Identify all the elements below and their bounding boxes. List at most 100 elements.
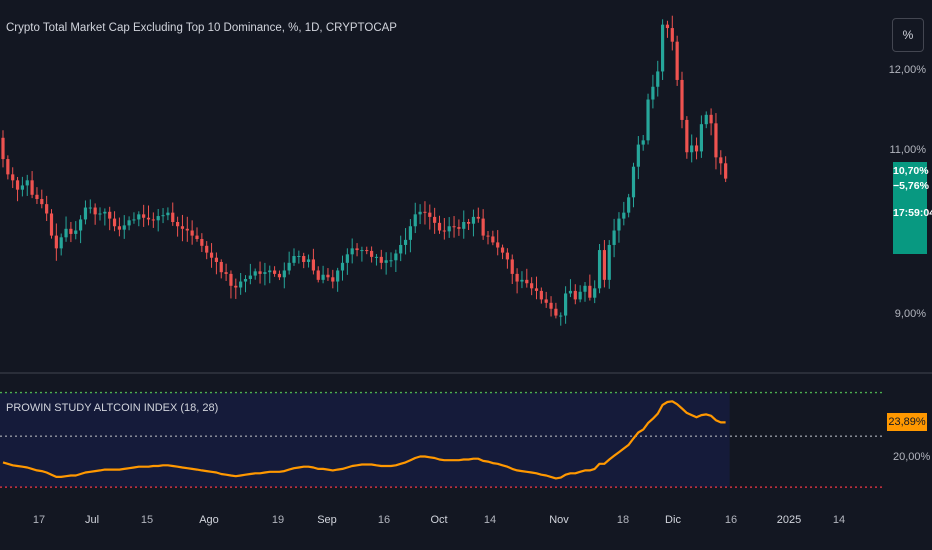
- candle-body[interactable]: [661, 24, 665, 72]
- candle-body[interactable]: [631, 166, 636, 198]
- candle-body[interactable]: [573, 290, 577, 300]
- candle-body[interactable]: [336, 270, 340, 282]
- candle-body[interactable]: [685, 119, 689, 153]
- candle-body[interactable]: [108, 211, 112, 219]
- candle-body[interactable]: [93, 207, 97, 215]
- candle-body[interactable]: [30, 180, 34, 195]
- candle-body[interactable]: [714, 123, 718, 158]
- candle-body[interactable]: [636, 144, 640, 167]
- candle-body[interactable]: [476, 216, 480, 219]
- candle-body[interactable]: [370, 250, 374, 257]
- candle-body[interactable]: [694, 145, 699, 152]
- candle-body[interactable]: [151, 219, 155, 221]
- candle-body[interactable]: [263, 272, 267, 274]
- candle-body[interactable]: [534, 288, 539, 291]
- candle-body[interactable]: [321, 274, 325, 280]
- candle-body[interactable]: [156, 216, 160, 221]
- candle-body[interactable]: [549, 302, 553, 309]
- candle-body[interactable]: [588, 285, 592, 298]
- candle-body[interactable]: [656, 71, 660, 87]
- candle-body[interactable]: [253, 271, 257, 276]
- candle-body[interactable]: [292, 256, 296, 263]
- candle-body[interactable]: [709, 114, 713, 124]
- candle-body[interactable]: [112, 218, 117, 227]
- symbol-title[interactable]: Crypto Total Market Cap Excluding Top 10…: [6, 22, 397, 34]
- candle-body[interactable]: [54, 235, 58, 249]
- candle-body[interactable]: [646, 99, 650, 141]
- indicator-title[interactable]: PROWIN STUDY ALTCOIN INDEX (18, 28): [6, 402, 219, 414]
- candle-body[interactable]: [471, 216, 476, 224]
- candle-body[interactable]: [176, 222, 180, 227]
- candle-body[interactable]: [651, 86, 655, 100]
- candle-body[interactable]: [554, 308, 558, 316]
- candle-body[interactable]: [229, 273, 233, 286]
- candle-body[interactable]: [345, 254, 349, 263]
- percent-scale-button[interactable]: %: [892, 18, 924, 52]
- candle-body[interactable]: [127, 220, 131, 226]
- indicator-chart[interactable]: [0, 378, 885, 498]
- candle-body[interactable]: [399, 244, 403, 254]
- indicator-line[interactable]: [2, 400, 726, 480]
- time-axis[interactable]: 17 Jul 15 Ago 19 Sep 16 Oct 14 Nov 18 Di…: [0, 506, 885, 536]
- candle-body[interactable]: [627, 197, 631, 213]
- candle-body[interactable]: [83, 207, 88, 220]
- candle-body[interactable]: [452, 226, 456, 228]
- candle-body[interactable]: [185, 228, 189, 231]
- candle-body[interactable]: [214, 257, 218, 262]
- candle-body[interactable]: [413, 214, 417, 227]
- candle-body[interactable]: [360, 250, 364, 252]
- candle-body[interactable]: [403, 239, 408, 245]
- candle-body[interactable]: [146, 217, 151, 220]
- candle-body[interactable]: [69, 228, 73, 234]
- candle-body[interactable]: [15, 180, 20, 190]
- candle-body[interactable]: [442, 230, 446, 232]
- candle-body[interactable]: [525, 279, 529, 284]
- candle-body[interactable]: [282, 270, 286, 278]
- price-chart-pane[interactable]: [0, 0, 885, 370]
- candle-body[interactable]: [74, 230, 78, 234]
- candle-body[interactable]: [103, 211, 107, 214]
- indicator-pane[interactable]: [0, 378, 885, 498]
- candle-body[interactable]: [539, 290, 543, 300]
- candle-body[interactable]: [1, 137, 5, 160]
- candle-body[interactable]: [394, 253, 398, 261]
- candle-body[interactable]: [481, 218, 485, 236]
- candle-body[interactable]: [578, 291, 582, 300]
- candle-body[interactable]: [340, 262, 345, 271]
- candle-body[interactable]: [675, 41, 679, 80]
- candle-body[interactable]: [355, 248, 359, 251]
- candle-body[interactable]: [287, 262, 291, 271]
- candle-body[interactable]: [602, 250, 606, 280]
- candle-body[interactable]: [243, 278, 248, 282]
- candle-body[interactable]: [467, 222, 471, 224]
- candle-body[interactable]: [331, 277, 335, 282]
- candle-body[interactable]: [486, 235, 490, 237]
- candle-body[interactable]: [433, 216, 437, 223]
- candle-body[interactable]: [680, 79, 684, 120]
- candle-body[interactable]: [719, 157, 723, 164]
- candle-body[interactable]: [132, 219, 136, 221]
- candle-body[interactable]: [622, 212, 626, 219]
- candle-body[interactable]: [248, 275, 252, 279]
- candle-body[interactable]: [515, 273, 519, 282]
- candle-body[interactable]: [171, 212, 175, 222]
- candle-body[interactable]: [137, 214, 141, 220]
- candle-body[interactable]: [510, 259, 514, 274]
- candle-body[interactable]: [268, 270, 272, 273]
- candle-body[interactable]: [350, 248, 354, 255]
- candlestick-chart[interactable]: [0, 0, 885, 370]
- candle-body[interactable]: [457, 227, 461, 229]
- candle-body[interactable]: [11, 174, 15, 181]
- candle-body[interactable]: [316, 270, 320, 280]
- candle-body[interactable]: [641, 140, 645, 145]
- candle-body[interactable]: [277, 273, 282, 278]
- candle-body[interactable]: [530, 283, 534, 289]
- candle-body[interactable]: [205, 245, 209, 253]
- candle-body[interactable]: [597, 250, 602, 289]
- candle-body[interactable]: [607, 244, 611, 280]
- candle-body[interactable]: [418, 211, 422, 215]
- candle-body[interactable]: [564, 293, 568, 316]
- candle-body[interactable]: [593, 288, 597, 298]
- candle-body[interactable]: [195, 235, 199, 240]
- candle-body[interactable]: [49, 213, 54, 236]
